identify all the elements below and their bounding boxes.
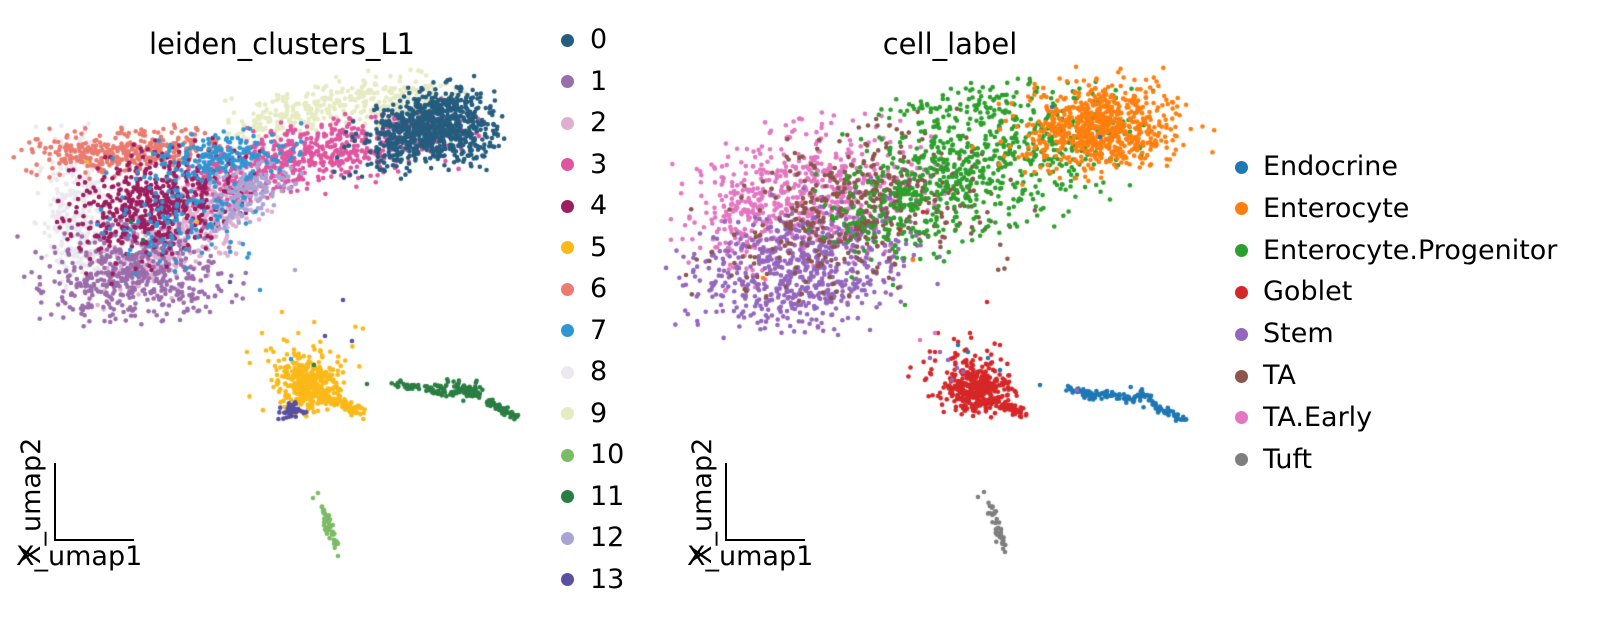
- legend-swatch: [561, 75, 574, 88]
- legend-item-tuft: Tuft: [1235, 443, 1312, 477]
- legend-swatch: [1235, 202, 1248, 216]
- legend-label: 3: [590, 148, 608, 180]
- legend-swatch: [1235, 369, 1248, 383]
- legend-item-0: 0: [561, 23, 607, 57]
- legend-label: TA: [1263, 360, 1296, 391]
- legend-label: Tuft: [1263, 443, 1313, 475]
- x-axis-label-left-plot: X_umap1: [16, 541, 143, 572]
- legend-label: 12: [590, 522, 625, 553]
- legend-label: 13: [590, 563, 625, 595]
- legend-label: 2: [590, 107, 608, 138]
- legend-swatch: [561, 241, 574, 254]
- legend-swatch: [561, 282, 574, 296]
- legend-label: 7: [590, 314, 608, 346]
- legend-swatch: [561, 33, 574, 47]
- legend-item-enterocyte-progenitor: Enterocyte.Progenitor: [1235, 234, 1557, 268]
- legend-item-10: 10: [561, 438, 624, 472]
- legend-label: Enterocyte: [1263, 192, 1410, 224]
- legend-label: Endocrine: [1263, 151, 1398, 182]
- plot-title-cell-label: cell_label: [882, 27, 1018, 61]
- legend-swatch: [561, 324, 574, 337]
- legend-swatch: [561, 365, 574, 379]
- legend-label: Enterocyte.Progenitor: [1263, 234, 1558, 266]
- legend-item-stem: Stem: [1235, 317, 1334, 351]
- legend-label: TA.Early: [1263, 401, 1373, 433]
- legend-item-enterocyte: Enterocyte: [1235, 192, 1409, 226]
- y-axis-label-left-plot: X_umap2: [16, 437, 47, 564]
- legend-swatch: [1235, 327, 1248, 341]
- legend-label: Stem: [1263, 318, 1334, 350]
- legend-label: 9: [590, 397, 608, 429]
- legend-item-3: 3: [561, 148, 607, 182]
- legend-label: 11: [590, 480, 625, 512]
- legend-swatch: [561, 407, 574, 420]
- legend-item-2: 2: [561, 106, 607, 140]
- legend-swatch: [561, 448, 574, 462]
- legend-swatch: [1235, 453, 1248, 467]
- legend-swatch: [561, 199, 574, 213]
- axis-arrow-left-plot: [54, 463, 134, 541]
- legend-label: Goblet: [1263, 276, 1353, 308]
- y-axis-label-right-plot: X_umap2: [687, 437, 718, 564]
- legend-swatch: [561, 531, 574, 545]
- legend-item-4: 4: [561, 189, 607, 223]
- x-axis-label-right-plot: X_umap1: [687, 541, 814, 572]
- legend-item-ta: TA: [1235, 359, 1296, 393]
- legend-label: 4: [590, 190, 608, 221]
- legend-swatch: [1235, 285, 1248, 299]
- legend-item-8: 8: [561, 355, 607, 389]
- legend-swatch: [561, 158, 574, 171]
- legend-item-ta-early: TA.Early: [1235, 401, 1372, 435]
- legend-item-9: 9: [561, 397, 607, 431]
- legend-item-7: 7: [561, 314, 607, 348]
- plot-title-leiden-clusters: leiden_clusters_L1: [149, 27, 415, 61]
- legend-label: 1: [590, 65, 608, 97]
- legend-label: 0: [590, 24, 608, 55]
- legend-swatch: [561, 490, 574, 503]
- legend-label: 10: [590, 439, 625, 470]
- legend-swatch: [561, 116, 574, 130]
- legend-item-goblet: Goblet: [1235, 275, 1352, 309]
- legend-label: 8: [590, 356, 608, 387]
- legend-swatch: [1235, 160, 1248, 174]
- legend-swatch: [561, 573, 574, 586]
- legend-item-13: 13: [561, 563, 624, 597]
- legend-swatch: [1235, 244, 1248, 258]
- legend-swatch: [1235, 411, 1248, 425]
- axis-arrow-right-plot: [725, 463, 805, 541]
- legend-item-12: 12: [561, 521, 624, 555]
- legend-item-11: 11: [561, 480, 624, 514]
- legend-label: 5: [590, 231, 608, 263]
- legend-item-endocrine: Endocrine: [1235, 150, 1398, 184]
- legend-item-5: 5: [561, 231, 607, 265]
- legend-label: 6: [590, 273, 608, 304]
- legend-item-1: 1: [561, 65, 607, 99]
- legend-item-6: 6: [561, 272, 607, 306]
